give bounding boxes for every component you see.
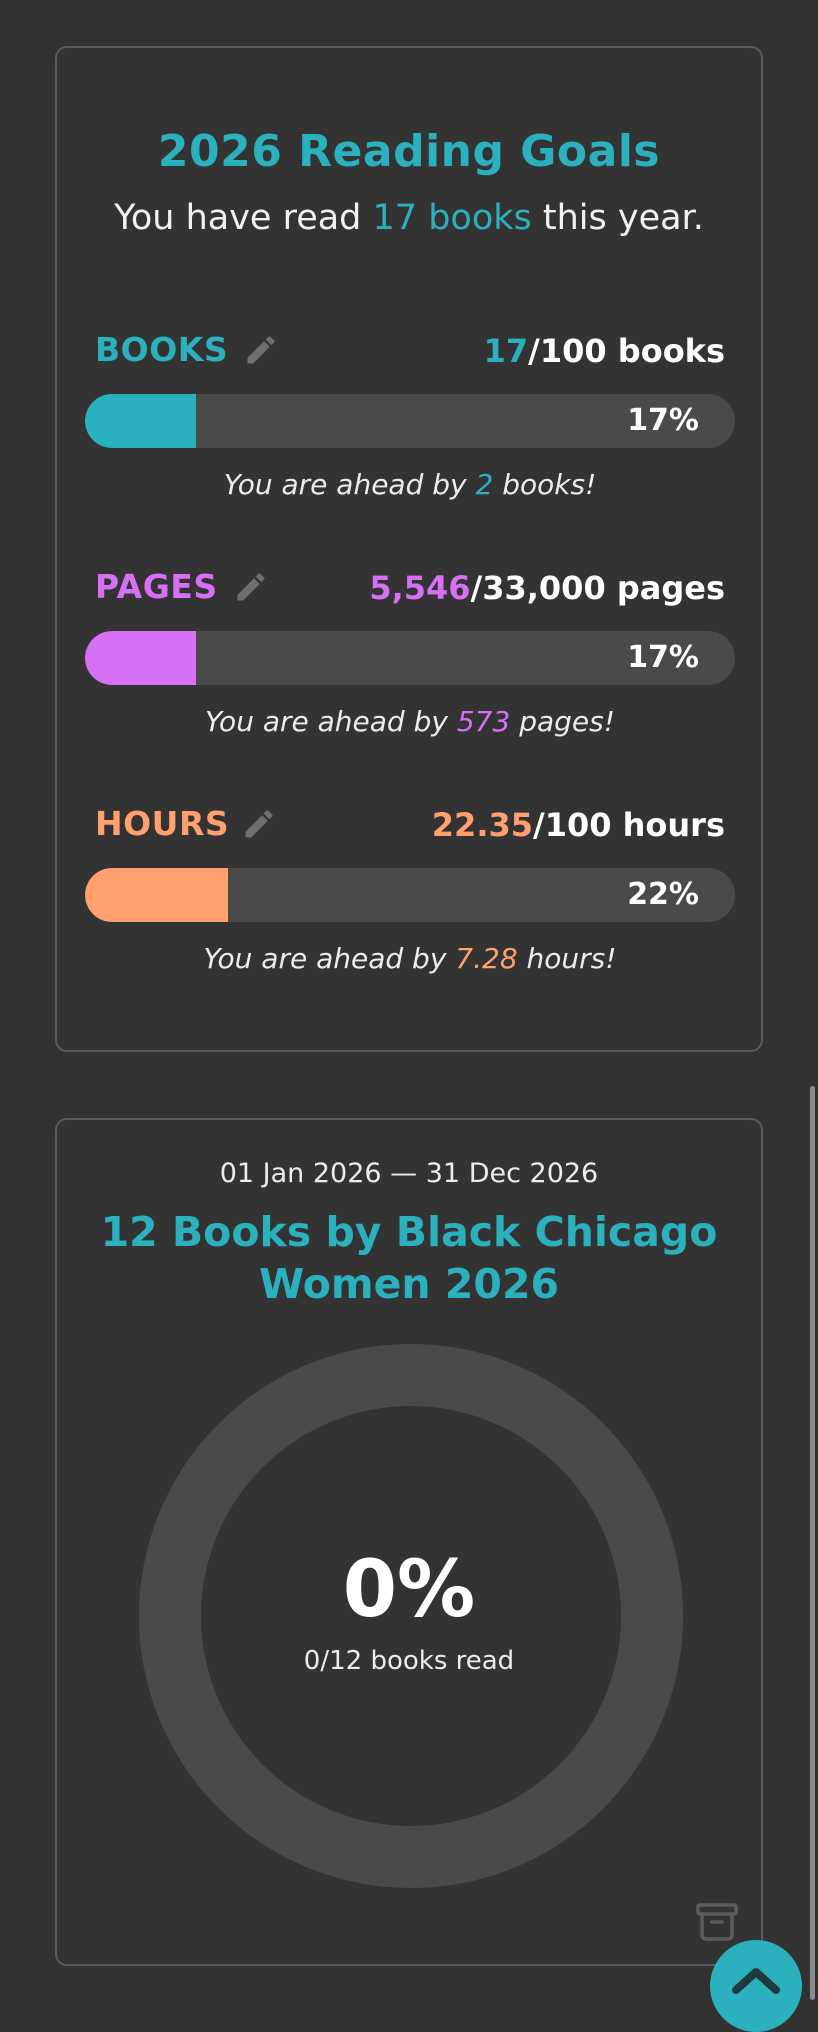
goal-current-value: 17 xyxy=(483,332,529,370)
summary-suffix: this year. xyxy=(531,198,704,238)
goal-progress-fill xyxy=(85,868,228,922)
goal-status: You are ahead by 2 books! xyxy=(85,468,735,501)
status-value: 7.28 xyxy=(455,942,518,975)
summary-books-read: 17 books xyxy=(372,198,532,238)
goal-label: PAGES xyxy=(95,567,218,606)
edit-hours-goal-icon[interactable] xyxy=(241,806,277,842)
goal-count: 17/100 books xyxy=(484,332,725,370)
goal-progress-fill xyxy=(85,631,196,685)
status-prefix: You are ahead by xyxy=(203,942,456,975)
status-prefix: You are ahead by xyxy=(223,468,476,501)
progress-ring-track xyxy=(139,1344,683,1888)
reading-goals-card: 2026 Reading Goals You have read 17 book… xyxy=(55,46,763,1052)
status-suffix: pages! xyxy=(510,705,615,738)
challenge-progress-percent: 0% xyxy=(342,1545,476,1635)
status-value: 573 xyxy=(456,705,511,738)
goal-progress-fill xyxy=(85,394,196,448)
goal-pages: PAGES 5,546/33,000 pages 17% You are ahe… xyxy=(85,567,735,777)
status-value: 2 xyxy=(475,468,494,501)
goal-current-value: 5,546 xyxy=(369,569,471,607)
edit-pages-goal-icon[interactable] xyxy=(233,569,269,605)
goal-current-value: 22.35 xyxy=(431,806,533,844)
goal-label: HOURS xyxy=(95,804,230,843)
goal-progress-bar: 17% xyxy=(85,394,735,448)
goal-progress-bar: 22% xyxy=(85,868,735,922)
goal-progress-bar: 17% xyxy=(85,631,735,685)
scroll-to-top-button[interactable] xyxy=(710,1940,802,2032)
challenge-books-read: 0/12 books read xyxy=(303,1646,515,1676)
summary-prefix: You have read xyxy=(114,198,373,238)
goal-books: BOOKS 17/100 books 17% You are ahead by … xyxy=(85,330,735,540)
goal-target: /100 hours xyxy=(533,806,725,844)
archive-icon[interactable] xyxy=(693,1898,741,1946)
chevron-up-icon xyxy=(732,1968,780,1994)
scrollbar-thumb[interactable] xyxy=(810,1086,815,2000)
goal-hours: HOURS 22.35/100 hours 22% You are ahead … xyxy=(85,804,735,1014)
goal-target: /33,000 pages xyxy=(470,569,725,607)
reading-goals-title: 2026 Reading Goals xyxy=(157,126,661,177)
challenge-progress-ring xyxy=(139,1344,683,1888)
goal-progress-percent: 22% xyxy=(627,877,699,912)
reading-goals-summary: You have read 17 books this year. xyxy=(57,198,761,238)
status-suffix: hours! xyxy=(517,942,617,975)
edit-books-goal-icon[interactable] xyxy=(243,332,279,368)
challenge-date-range: 01 Jan 2026 — 31 Dec 2026 xyxy=(219,1158,599,1189)
goal-status: You are ahead by 7.28 hours! xyxy=(85,942,735,975)
goal-status: You are ahead by 573 pages! xyxy=(85,705,735,738)
goal-target: /100 books xyxy=(528,332,725,370)
goal-count: 5,546/33,000 pages xyxy=(369,569,725,607)
status-prefix: You are ahead by xyxy=(205,705,457,738)
goal-label: BOOKS xyxy=(95,330,229,369)
goal-count: 22.35/100 hours xyxy=(432,806,725,844)
status-suffix: books! xyxy=(493,468,597,501)
goal-progress-percent: 17% xyxy=(627,403,699,438)
goal-progress-percent: 17% xyxy=(627,640,699,675)
page-scrollbar[interactable] xyxy=(810,0,818,2000)
challenge-title[interactable]: 12 Books by Black Chicago Women 2026 xyxy=(100,1208,718,1308)
reading-challenge-card[interactable]: 01 Jan 2026 — 31 Dec 2026 12 Books by Bl… xyxy=(55,1118,763,1966)
